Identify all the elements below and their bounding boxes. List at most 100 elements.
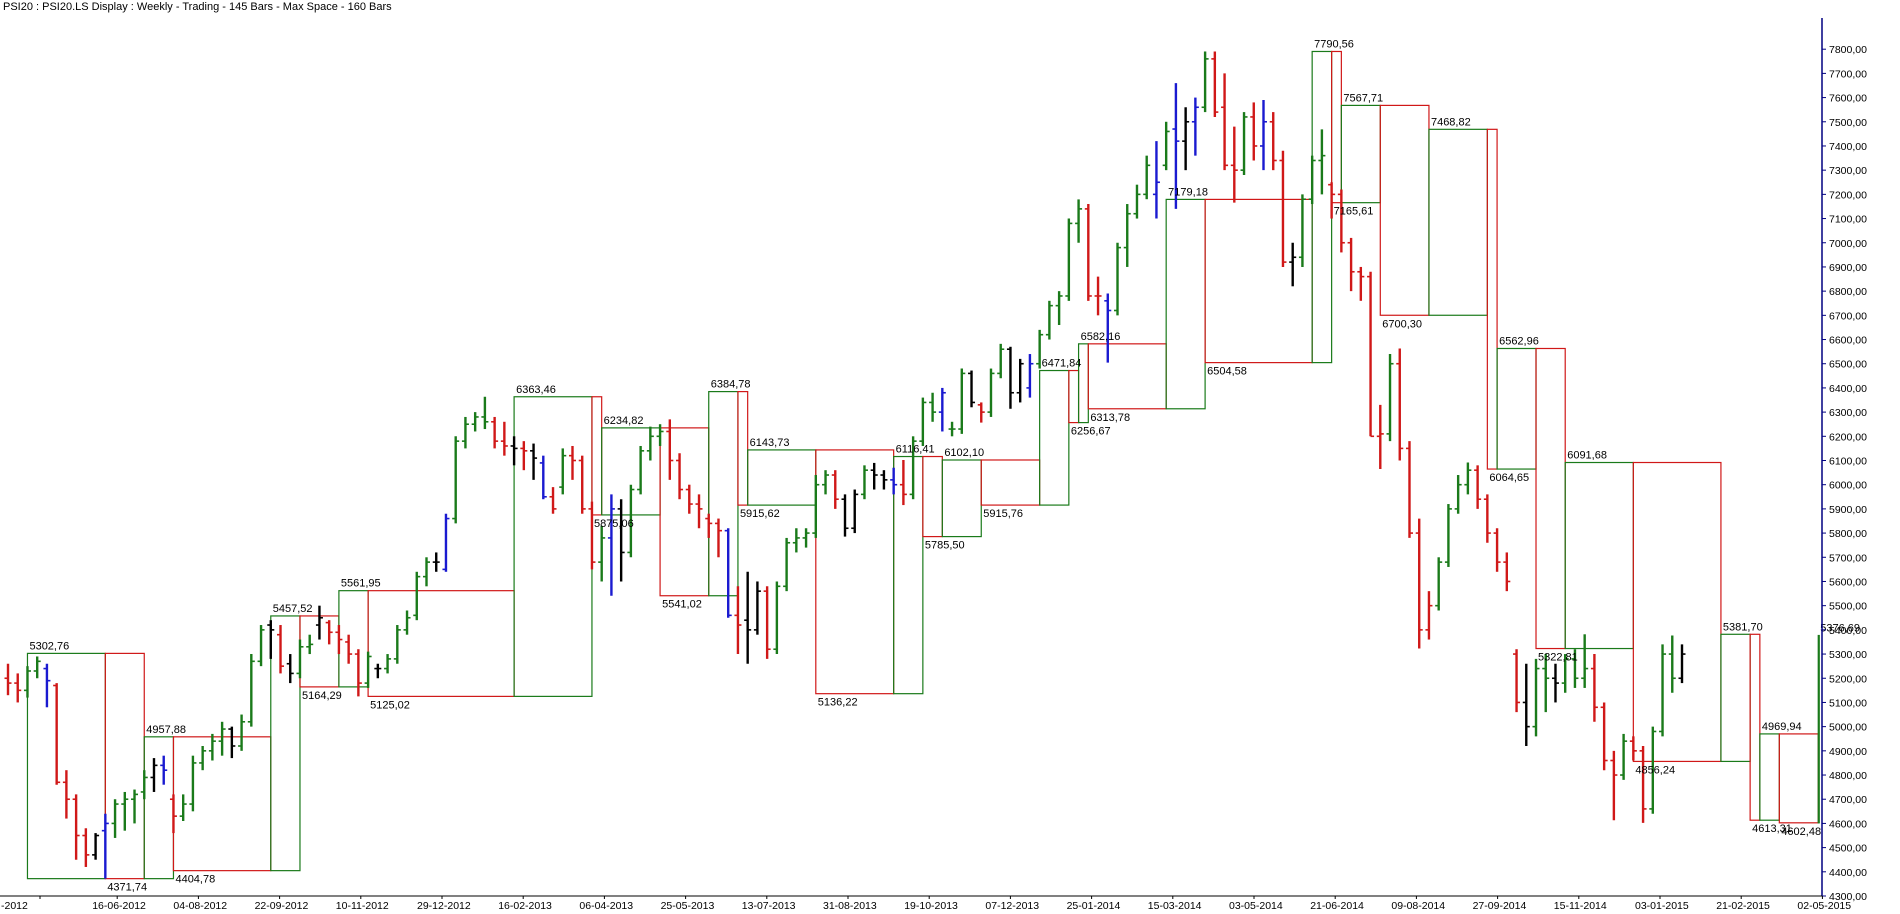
ohlc-bar bbox=[1055, 291, 1063, 326]
ohlc-bar bbox=[1347, 237, 1355, 292]
ohlc-bar bbox=[1094, 276, 1102, 316]
y-tick-label: 7500,00 bbox=[1829, 117, 1867, 129]
swing-low-label: 5915,62 bbox=[740, 508, 780, 520]
ohlc-bar bbox=[1464, 462, 1472, 495]
ohlc-bar bbox=[33, 656, 41, 679]
ohlc-bar bbox=[53, 683, 61, 785]
ohlc-bar bbox=[1104, 293, 1112, 363]
x-tick-label: 31-08-2013 bbox=[823, 900, 877, 912]
swing-high-box bbox=[1496, 347, 1537, 470]
y-tick-label: 7100,00 bbox=[1829, 214, 1867, 226]
ohlc-bar bbox=[1629, 736, 1637, 761]
ohlc-bar bbox=[1396, 348, 1404, 461]
swing-low-box bbox=[367, 590, 515, 697]
ohlc-bar bbox=[530, 443, 538, 480]
ohlc-bar bbox=[238, 714, 246, 751]
ohlc-bar bbox=[1386, 354, 1394, 442]
ohlc-bar bbox=[1659, 644, 1667, 737]
ohlc-bar bbox=[987, 368, 995, 417]
y-tick-label: 7000,00 bbox=[1829, 238, 1867, 250]
swing-low-box bbox=[1778, 733, 1819, 824]
ohlc-bar bbox=[384, 654, 392, 674]
swing-low-box bbox=[922, 455, 943, 538]
x-axis: -2012 16-06-2012 04-08-2012 22-09-2012 10-11… bbox=[0, 895, 1851, 912]
swing-high-label: 5381,70 bbox=[1723, 621, 1763, 633]
ohlc-bar bbox=[1162, 121, 1170, 171]
swing-high-box bbox=[1311, 50, 1333, 364]
ohlc-bar bbox=[1357, 266, 1365, 301]
swing-high-label: 7179,18 bbox=[1168, 186, 1208, 198]
ohlc-bar bbox=[277, 625, 285, 674]
ohlc-bar bbox=[938, 387, 946, 432]
ohlc-bar bbox=[753, 581, 761, 635]
ohlc-bar bbox=[1532, 658, 1540, 737]
swing-high-box bbox=[1039, 369, 1070, 506]
ohlc-bar bbox=[1026, 354, 1034, 398]
ohlc-bar bbox=[539, 455, 547, 500]
swing-high-label: 5376,69 bbox=[1820, 623, 1860, 635]
ohlc-bar bbox=[1425, 591, 1433, 640]
swing-low-box bbox=[1379, 104, 1430, 316]
x-tick-label: 03-01-2015 bbox=[1635, 900, 1689, 912]
y-axis: 4300,00 4400,00 4500,00 4600,00 4700,00 4800,… bbox=[1821, 18, 1867, 903]
x-tick-label: 13-07-2013 bbox=[742, 900, 796, 912]
ohlc-bar bbox=[325, 620, 333, 645]
y-tick-label: 6800,00 bbox=[1829, 286, 1867, 298]
swing-high-label: 6562,96 bbox=[1499, 335, 1539, 347]
x-tick-label: -2012 bbox=[1, 900, 28, 912]
swing-high-label: 6091,68 bbox=[1567, 450, 1607, 462]
ohlc-bar bbox=[1649, 726, 1657, 814]
ohlc-bar bbox=[588, 501, 596, 570]
ohlc-bar bbox=[413, 571, 421, 621]
ohlc-bar bbox=[1269, 112, 1277, 171]
y-tick-label: 6100,00 bbox=[1829, 456, 1867, 468]
ohlc-bar bbox=[14, 673, 22, 703]
x-tick-label: 07-12-2013 bbox=[985, 900, 1039, 912]
swing-high-label: 6384,78 bbox=[711, 379, 751, 391]
ohlc-bar bbox=[335, 625, 343, 655]
y-tick-label: 4700,00 bbox=[1829, 794, 1867, 806]
swing-low-label: 5164,29 bbox=[302, 690, 342, 702]
x-tick-label: 03-05-2014 bbox=[1229, 900, 1283, 912]
ohlc-bars bbox=[4, 51, 1686, 879]
ohlc-bar bbox=[1006, 346, 1014, 409]
ohlc-bar bbox=[92, 833, 100, 860]
ohlc-bar bbox=[150, 758, 158, 792]
ohlc-bar bbox=[286, 654, 294, 684]
ohlc-bar bbox=[43, 663, 51, 708]
x-tick-label: 29-12-2012 bbox=[417, 900, 471, 912]
ohlc-bar bbox=[1279, 150, 1287, 267]
ohlc-bar bbox=[1493, 528, 1501, 572]
ohlc-bar bbox=[958, 368, 966, 434]
swing-low-label: 5322,81 bbox=[1538, 652, 1578, 664]
y-tick-label: 6600,00 bbox=[1829, 335, 1867, 347]
swing-low-label: 5915,76 bbox=[983, 508, 1023, 520]
ohlc-bar bbox=[228, 726, 236, 759]
ohlc-bar bbox=[520, 441, 528, 471]
ohlc-bar bbox=[860, 465, 868, 500]
ohlc-bar bbox=[1668, 635, 1676, 693]
ohlc-bar bbox=[822, 470, 830, 495]
ohlc-bar bbox=[1474, 465, 1482, 509]
ohlc-bar bbox=[1620, 733, 1628, 780]
ohlc-bar bbox=[374, 663, 382, 679]
ohlc-bar bbox=[724, 528, 732, 618]
ohlc-bar bbox=[1483, 494, 1491, 543]
swing-high-label: 7468,82 bbox=[1431, 116, 1471, 128]
ohlc-bar bbox=[1522, 663, 1530, 746]
ohlc-bar bbox=[783, 537, 791, 592]
y-tick-label: 4300,00 bbox=[1829, 891, 1867, 903]
ohlc-bar bbox=[763, 586, 771, 659]
ohlc-bar bbox=[354, 649, 362, 697]
swing-labels: 5302,76 4371,74 4957,88 4404,78 5457,52 5164,… bbox=[29, 38, 1860, 893]
ohlc-bar bbox=[140, 770, 148, 800]
x-tick-label: 21-02-2015 bbox=[1716, 900, 1770, 912]
y-tick-label: 6500,00 bbox=[1829, 359, 1867, 371]
ohlc-bar bbox=[423, 557, 430, 587]
swing-low-box bbox=[1331, 50, 1342, 204]
ohlc-bar bbox=[1376, 404, 1384, 470]
ohlc-bar bbox=[121, 791, 129, 831]
ohlc-bar bbox=[1045, 300, 1053, 340]
x-tick-label: 16-02-2013 bbox=[498, 900, 552, 912]
